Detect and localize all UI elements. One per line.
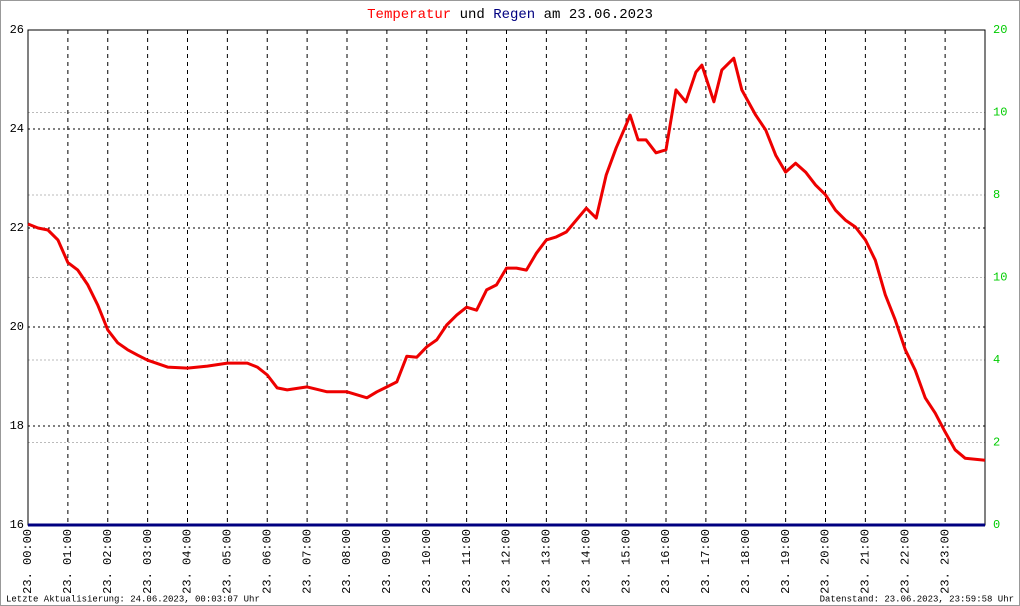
x-tick-label: 23. 00:00 bbox=[21, 529, 35, 594]
x-tick-label: 23. 21:00 bbox=[859, 529, 873, 594]
x-tick-label: 23. 17:00 bbox=[699, 529, 713, 594]
y2-tick-label: 10 bbox=[993, 271, 1007, 285]
x-tick-label: 23. 10:00 bbox=[420, 529, 434, 594]
x-tick-label: 23. 14:00 bbox=[579, 529, 593, 594]
x-tick-label: 23. 01:00 bbox=[61, 529, 75, 594]
x-tick-label: 23. 15:00 bbox=[619, 529, 633, 594]
x-tick-label: 23. 06:00 bbox=[260, 529, 274, 594]
x-tick-label: 23. 05:00 bbox=[221, 529, 235, 594]
x-tick-label: 23. 04:00 bbox=[181, 529, 195, 594]
y-tick-label: 22 bbox=[10, 221, 24, 235]
x-tick-label: 23. 13:00 bbox=[540, 529, 554, 594]
x-tick-label: 23. 23:00 bbox=[938, 529, 952, 594]
y-tick-label: 18 bbox=[10, 419, 24, 433]
x-tick-label: 23. 02:00 bbox=[101, 529, 115, 594]
x-tick-label: 23. 19:00 bbox=[779, 529, 793, 594]
y2-tick-label: 0 bbox=[993, 518, 1000, 532]
title-part: Regen bbox=[493, 7, 535, 23]
y-tick-label: 26 bbox=[10, 23, 24, 37]
y2-tick-label: 2 bbox=[993, 436, 1000, 450]
x-tick-label: 23. 22:00 bbox=[898, 529, 912, 594]
y2-tick-label: 20 bbox=[993, 23, 1007, 37]
y-tick-label: 20 bbox=[10, 320, 24, 334]
y-tick-label: 16 bbox=[10, 518, 24, 532]
footer-left: Letzte Aktualisierung: 24.06.2023, 00:03… bbox=[6, 594, 260, 604]
x-tick-label: 23. 20:00 bbox=[819, 529, 833, 594]
x-tick-label: 23. 12:00 bbox=[500, 529, 514, 594]
x-tick-label: 23. 11:00 bbox=[460, 529, 474, 594]
footer-right: Datenstand: 23.06.2023, 23:59:58 Uhr bbox=[820, 594, 1014, 604]
x-tick-label: 23. 09:00 bbox=[380, 529, 394, 594]
y2-tick-label: 8 bbox=[993, 188, 1000, 202]
x-tick-label: 23. 16:00 bbox=[659, 529, 673, 594]
y2-tick-label: 4 bbox=[993, 353, 1000, 367]
x-tick-label: 23. 07:00 bbox=[300, 529, 314, 594]
chart-title: Temperatur und Regen am 23.06.2023 bbox=[367, 7, 653, 23]
y2-tick-label: 10 bbox=[993, 106, 1007, 120]
y-tick-label: 24 bbox=[10, 122, 24, 136]
x-tick-label: 23. 08:00 bbox=[340, 529, 354, 594]
x-tick-label: 23. 18:00 bbox=[739, 529, 753, 594]
title-part: am 23.06.2023 bbox=[544, 7, 653, 23]
x-tick-label: 23. 03:00 bbox=[141, 529, 155, 594]
data-line bbox=[27, 56, 986, 462]
title-part: und bbox=[460, 7, 485, 23]
title-part: Temperatur bbox=[367, 7, 451, 23]
